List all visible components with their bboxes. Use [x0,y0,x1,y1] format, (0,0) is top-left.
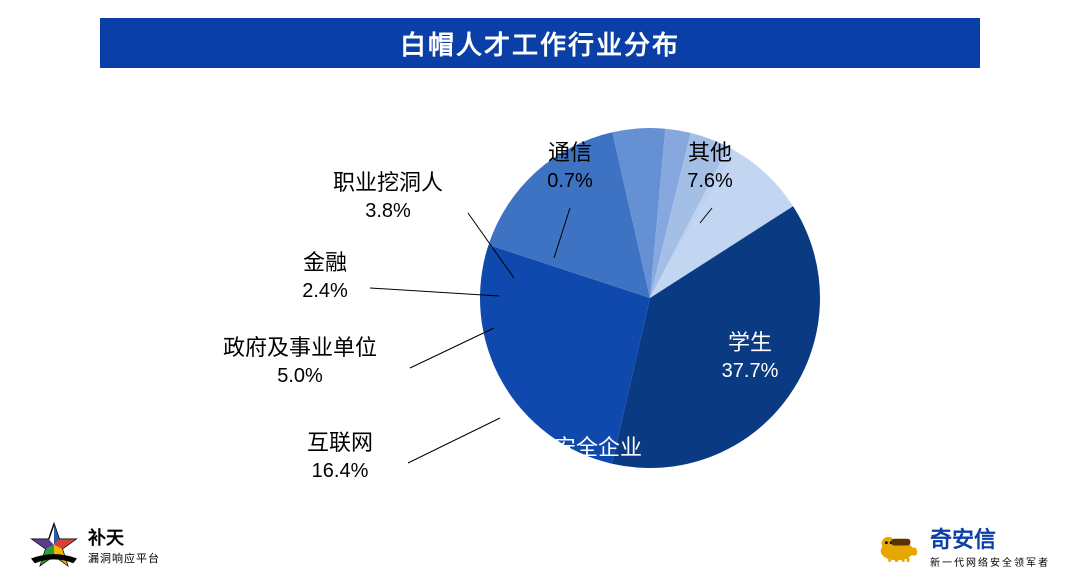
butian-name: 补天 [88,524,160,550]
slice-label: 职业挖洞人3.8% [308,168,468,225]
page-root: 白帽人才工作行业分布 其他7.6%学生37.7%安全企业26.5%互联网16.4… [0,0,1080,579]
pie-svg [480,128,820,468]
butian-text: 补天 漏洞响应平台 [88,524,160,566]
pie-chart: 其他7.6%学生37.7%安全企业26.5%互联网16.4%政府及事业单位5.0… [0,68,1080,528]
slice-label: 政府及事业单位5.0% [220,333,380,390]
qax-sub: 新一代网络安全领军者 [930,554,1050,569]
slice-label: 互联网16.4% [260,428,420,485]
chart-title-bar: 白帽人才工作行业分布 [100,18,980,68]
footer-left-logo: 补天 漏洞响应平台 [30,521,160,569]
qax-mascot-icon [872,528,920,564]
butian-sub: 漏洞响应平台 [88,550,160,566]
slice-label: 金融2.4% [245,248,405,305]
qax-name: 奇安信 [930,522,1050,554]
butian-star-icon [30,521,78,569]
chart-title-text: 白帽人才工作行业分布 [400,25,680,62]
qax-text: 奇安信 新一代网络安全领军者 [930,522,1050,569]
pie-canvas [480,128,820,468]
footer-right-logo: 奇安信 新一代网络安全领军者 [872,522,1050,569]
